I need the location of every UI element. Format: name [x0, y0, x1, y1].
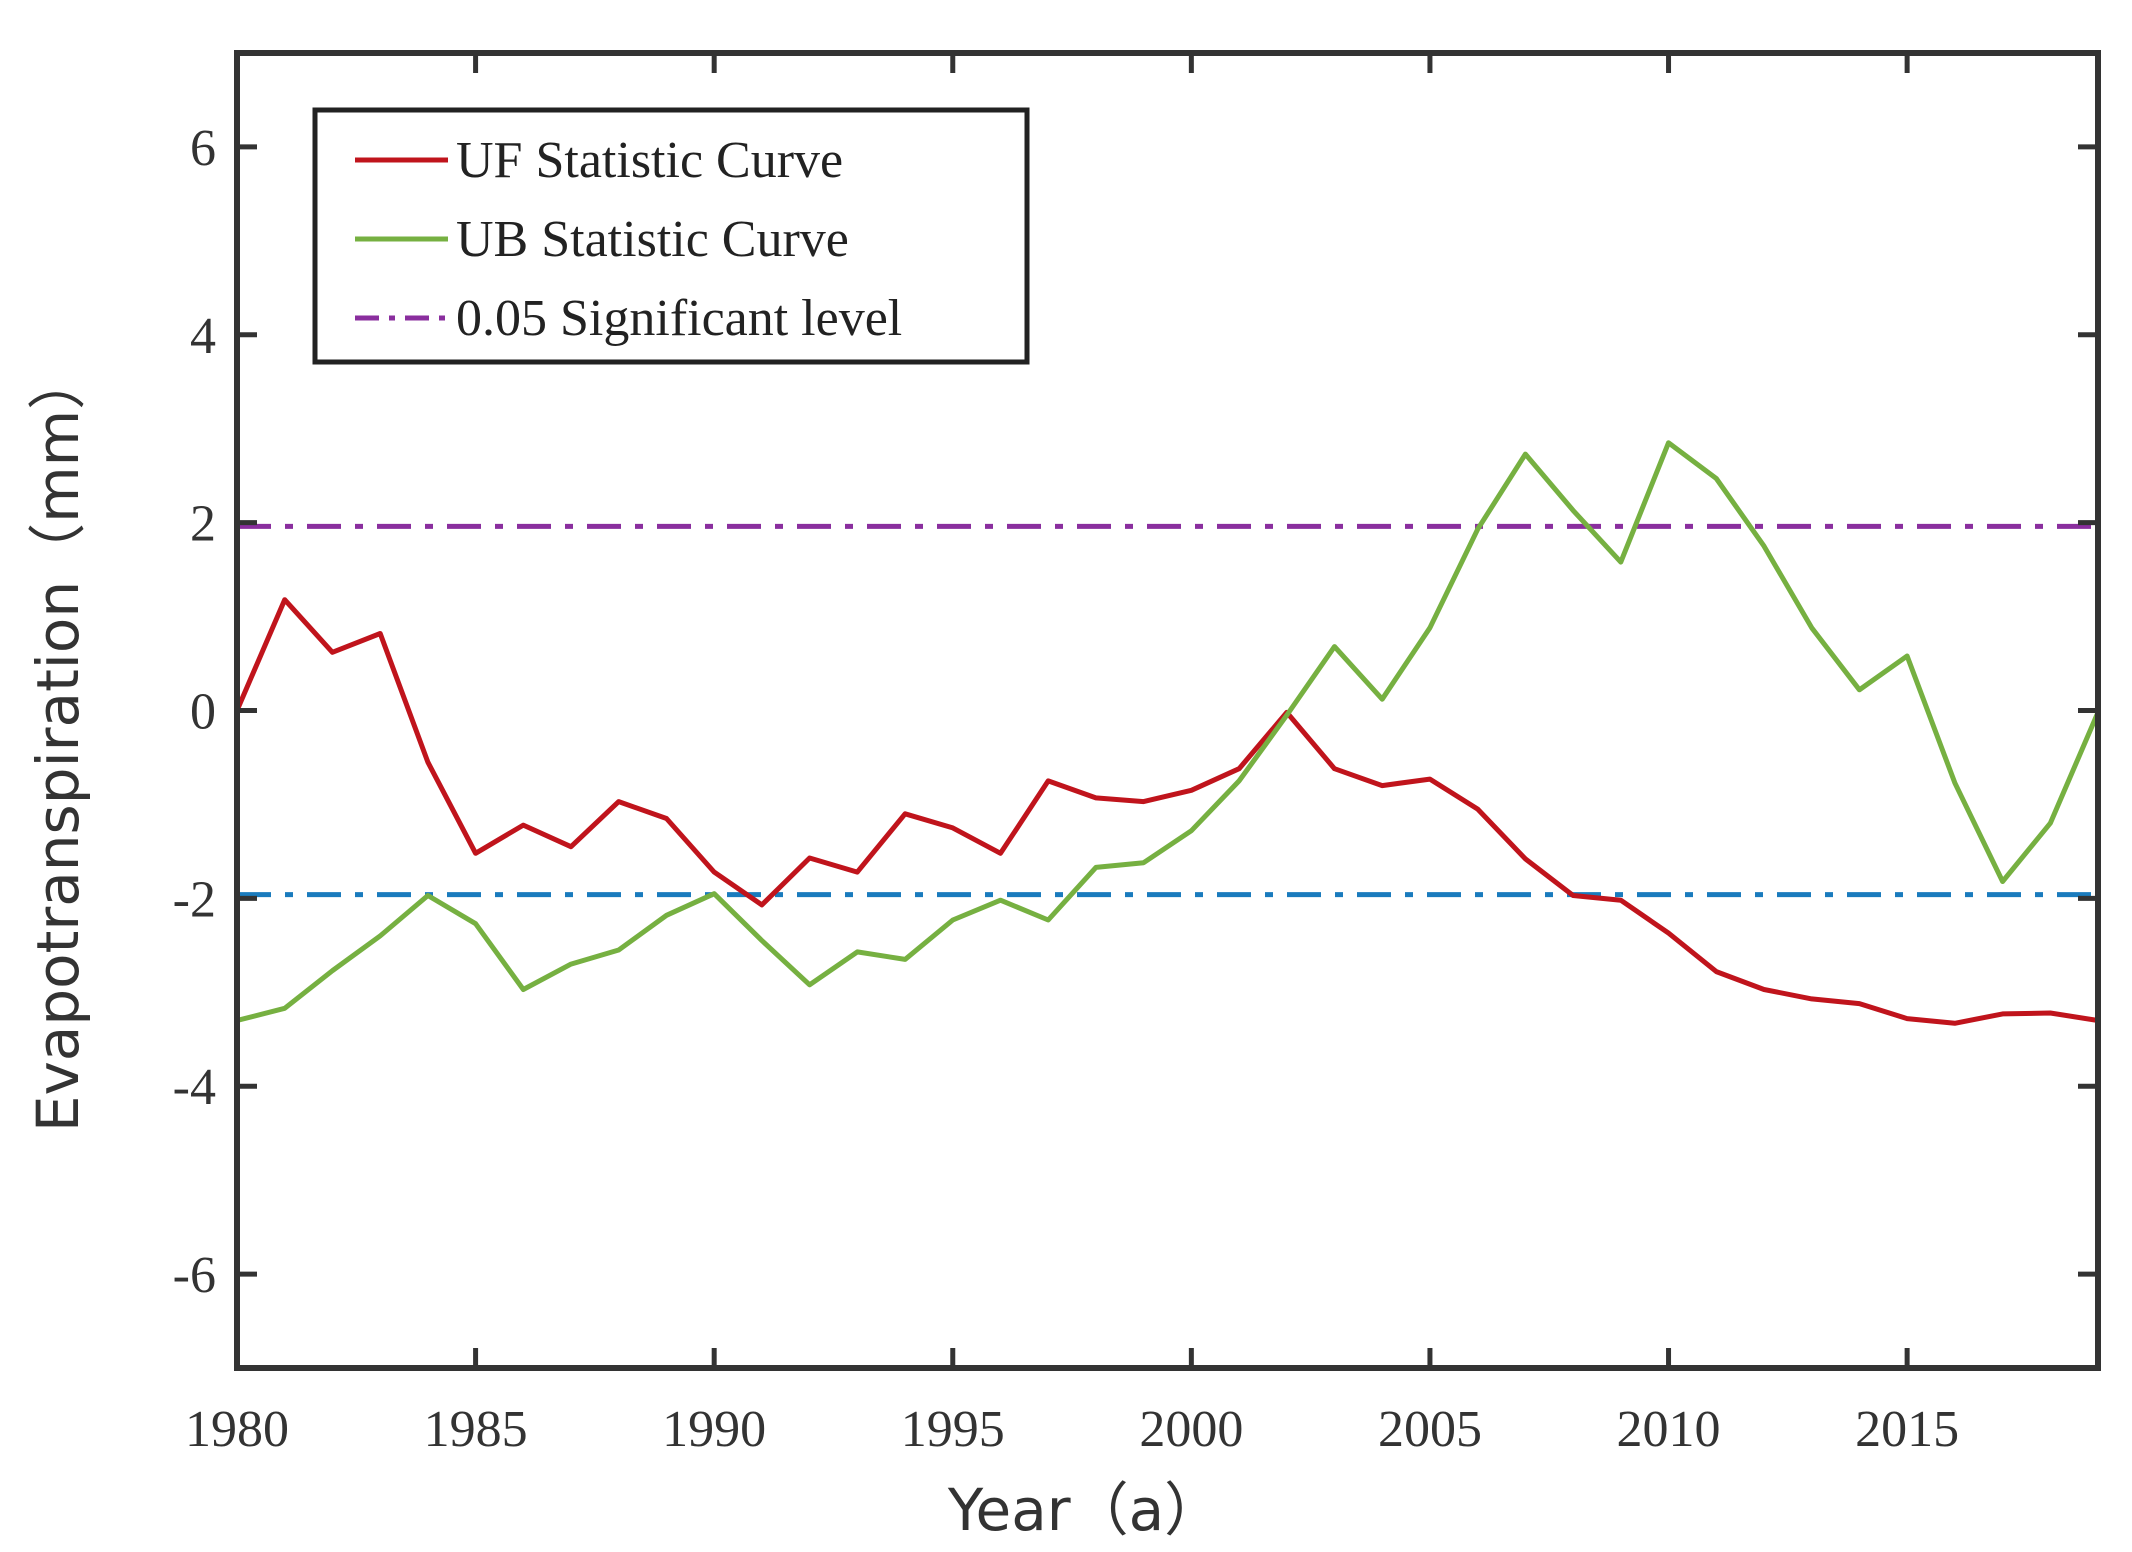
legend-box [312, 107, 1030, 365]
x-tick-label: 2010 [1617, 1401, 1721, 1458]
x-tick-label: 1980 [185, 1401, 289, 1458]
legend-items: UF Statistic Curve UB Statistic Curve 0.05… [355, 132, 902, 347]
x-axis-title: Year（a） [947, 1476, 1222, 1544]
x-tick-label: 1990 [662, 1401, 766, 1458]
legend: UF Statistic Curve UB Statistic Curve 0.05… [312, 107, 1030, 365]
x-tick-label: 2005 [1378, 1401, 1482, 1458]
series-line-0 [234, 597, 2101, 1026]
y-tick-label: 0 [190, 684, 216, 741]
reference-lines [237, 523, 2098, 898]
legend-label-1: UB Statistic Curve [456, 211, 849, 268]
y-tick-label: 4 [190, 308, 216, 365]
x-tick-label: 1995 [901, 1401, 1005, 1458]
y-tick-labels: -6 -4 -2 0 2 4 6 [173, 120, 216, 1304]
x-tick-label: 2000 [1139, 1401, 1243, 1458]
x-tick-labels: 1980 1985 1990 1995 2000 2005 2010 2015 [185, 1401, 1959, 1458]
y-tick-label: -6 [173, 1247, 216, 1304]
series-line-1 [234, 440, 2101, 1023]
plot-frame [234, 50, 2101, 1371]
y-axis-title: Evapotranspiration（mm） [24, 352, 92, 1132]
y-tick-label: -2 [173, 871, 216, 928]
y-tick-label: -4 [173, 1059, 216, 1116]
x-tick-label: 2015 [1855, 1401, 1959, 1458]
legend-label-2: 0.05 Significant level [456, 290, 902, 347]
y-tick-label: 6 [190, 120, 216, 177]
legend-label-0: UF Statistic Curve [456, 132, 843, 189]
x-tick-label: 1985 [424, 1401, 528, 1458]
data-series [234, 440, 2101, 1026]
y-tick-label: 2 [190, 496, 216, 553]
